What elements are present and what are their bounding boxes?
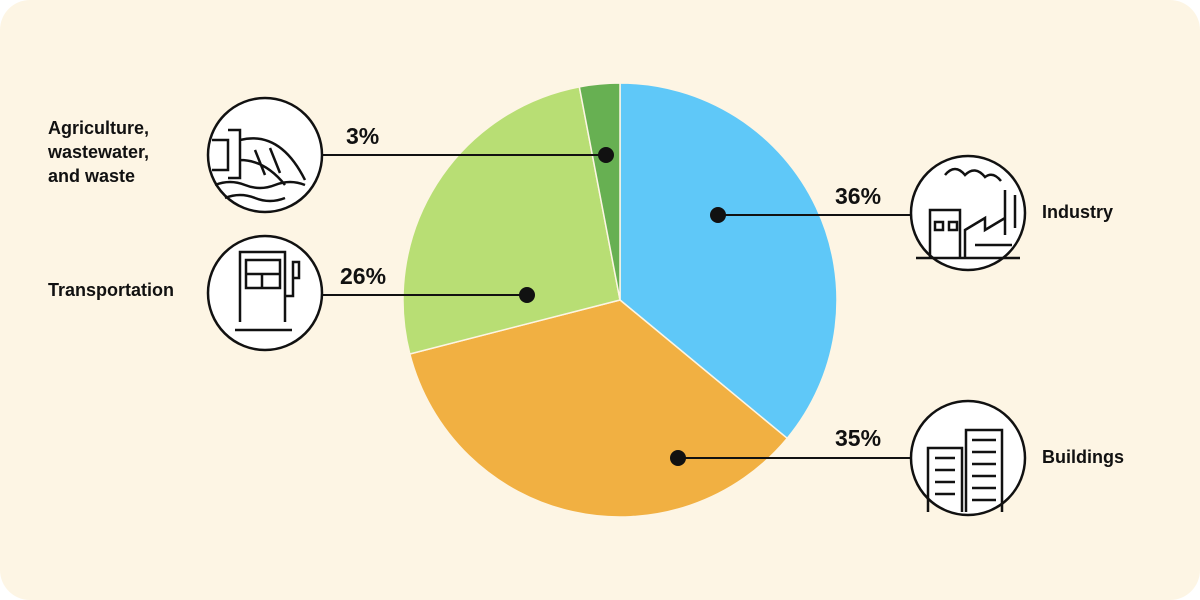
value-label: 26% [340,263,386,289]
value-label: 3% [346,123,379,149]
icon-industry [909,154,1027,272]
icon-agriculture [206,96,324,214]
pie-slice [408,299,789,518]
leader-dot [670,450,686,466]
pie-slice [578,82,621,301]
icon-buildings [909,399,1027,517]
pie [402,82,838,518]
leader-dot [519,287,535,303]
category-label: Buildings [1042,447,1124,467]
leader-dot [710,207,726,223]
icon-transportation [206,234,324,352]
value-label: 35% [835,425,881,451]
pie-slice [402,85,621,355]
leader-dot [598,147,614,163]
category-label: Agriculture, wastewater, and waste [48,118,150,186]
value-label: 36% [835,183,881,209]
category-label: Transportation [48,280,175,300]
pie-slice [619,82,838,440]
leaders: 36% 35% 26% 3% [322,123,912,466]
category-label: Industry [1042,202,1114,222]
